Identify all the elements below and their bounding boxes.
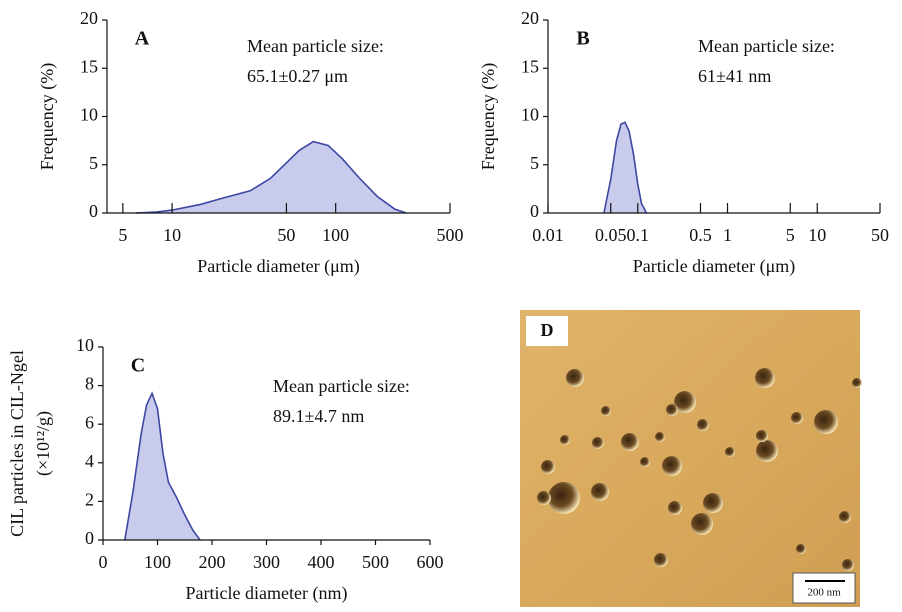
annotation: Mean particle size: <box>247 36 384 56</box>
panel-label: B <box>576 28 589 50</box>
x-tick-label: 0 <box>99 552 108 572</box>
x-tick-label: 100 <box>144 552 171 572</box>
y-tick-label: 0 <box>85 528 94 548</box>
panel-label: D <box>541 320 554 340</box>
x-tick-label: 5 <box>786 225 795 245</box>
y-tick-label: 10 <box>80 105 98 125</box>
y-tick-label: 5 <box>530 153 539 173</box>
y-tick-label: 10 <box>521 105 539 125</box>
afm-image: D 200 nm <box>520 310 862 607</box>
x-tick-label: 50 <box>277 225 295 245</box>
y-tick-label: 0 <box>89 201 98 221</box>
x-tick-label: 5 <box>118 225 127 245</box>
annotation: Mean particle size: <box>698 36 835 56</box>
annotation: Mean particle size: <box>273 376 410 396</box>
area-fill <box>124 393 201 540</box>
y-tick-label: 5 <box>89 153 98 173</box>
area-fill <box>135 141 407 213</box>
x-tick-label: 50 <box>871 225 889 245</box>
x-tick-label: 0.01 <box>532 225 564 245</box>
y-axis-label: Frequency (%) <box>478 63 499 170</box>
area-line <box>124 391 201 541</box>
y-tick-label: 2 <box>85 490 94 510</box>
panel-label: A <box>135 28 150 50</box>
y-tick-label: 8 <box>85 374 94 394</box>
annotation: 65.1±0.27 μm <box>247 66 348 86</box>
panel-label-box <box>526 316 568 346</box>
panel-label: C <box>131 355 145 377</box>
y-tick-label: 20 <box>80 8 98 28</box>
x-tick-label: 10 <box>163 225 181 245</box>
scale-bar-label: 200 nm <box>807 587 841 599</box>
area-line <box>135 140 407 214</box>
y-tick-label: 0 <box>530 201 539 221</box>
x-tick-label: 100 <box>322 225 349 245</box>
x-tick-label: 1 <box>723 225 732 245</box>
x-tick-label: 200 <box>199 552 226 572</box>
y-tick-label: 10 <box>76 335 94 355</box>
y-tick-label: 20 <box>521 8 539 28</box>
x-axis-label: Particle diameter (μm) <box>633 256 796 277</box>
annotation: 61±41 nm <box>698 66 771 86</box>
y-tick-label: 4 <box>85 451 94 471</box>
x-tick-label: 10 <box>808 225 826 245</box>
y-axis-label: CIL particles in CIL-Ngel <box>7 350 27 537</box>
x-axis-label: Particle diameter (μm) <box>197 256 360 277</box>
x-tick-label: 500 <box>437 225 464 245</box>
y-tick-label: 6 <box>85 412 94 432</box>
x-tick-label: 0.5 <box>689 225 712 245</box>
y-tick-label: 15 <box>521 56 539 76</box>
y-axis-label: (×10¹²/g) <box>33 411 54 476</box>
y-axis-label: Frequency (%) <box>37 63 58 170</box>
annotation: 89.1±4.7 nm <box>273 406 364 426</box>
x-axis-label: Particle diameter (nm) <box>186 583 348 604</box>
x-tick-label: 400 <box>308 552 335 572</box>
x-tick-label: 300 <box>253 552 280 572</box>
x-tick-label: 600 <box>417 552 444 572</box>
area-fill <box>603 122 647 213</box>
area-line <box>603 121 648 214</box>
x-tick-label: 500 <box>362 552 389 572</box>
y-tick-label: 15 <box>80 56 98 76</box>
scale-box <box>792 572 856 604</box>
x-tick-label: 0.05 <box>595 225 627 245</box>
x-tick-label: 0.1 <box>627 225 650 245</box>
